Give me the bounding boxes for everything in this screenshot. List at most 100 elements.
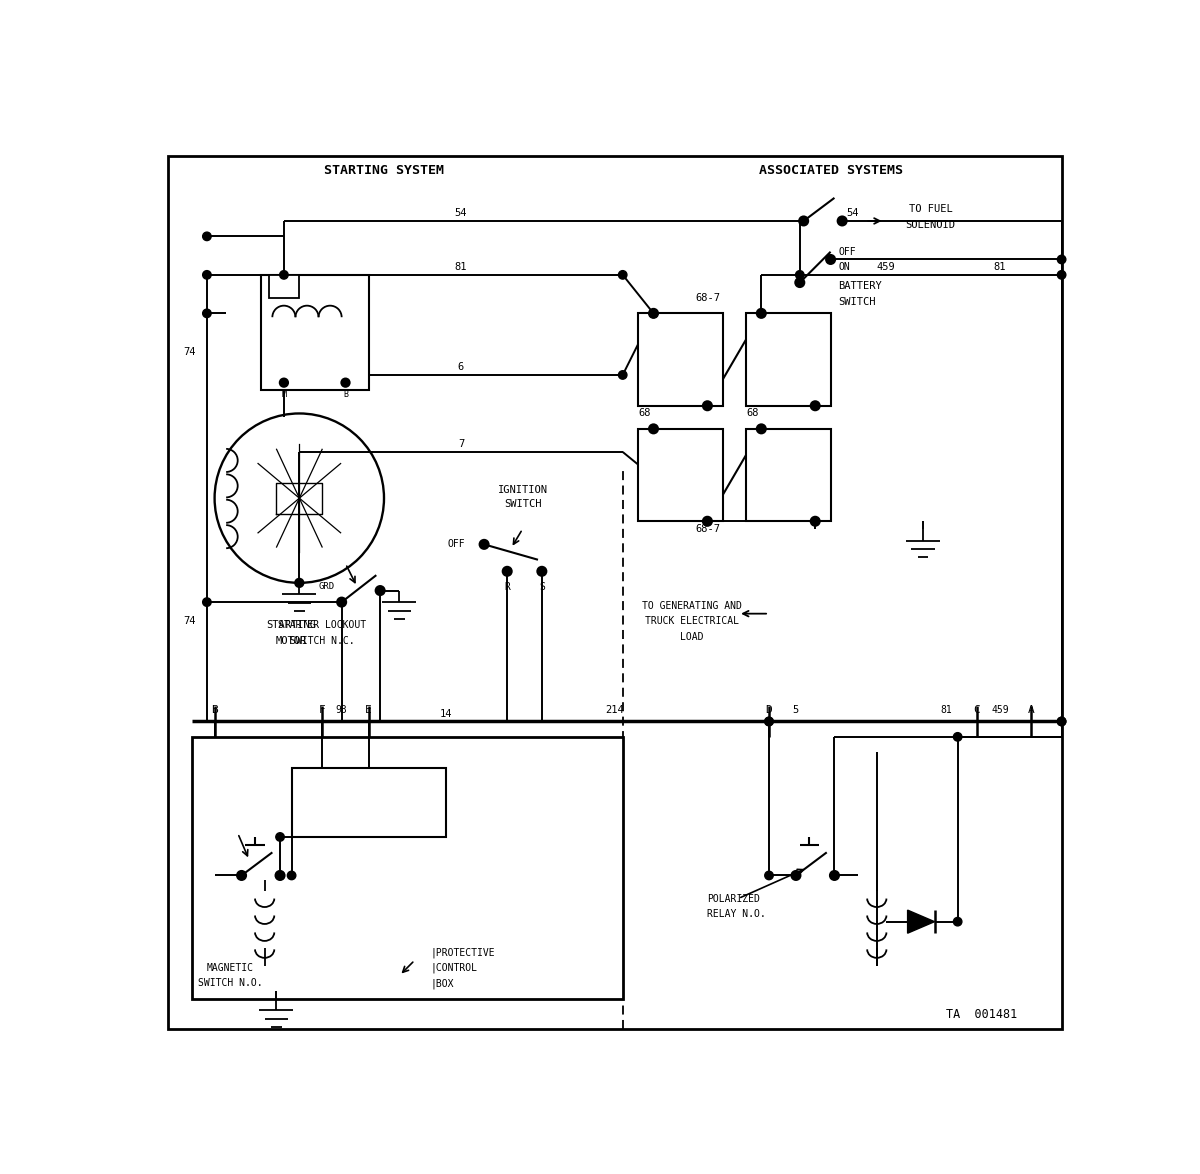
Circle shape — [796, 278, 804, 288]
Text: −: − — [785, 376, 792, 389]
Circle shape — [703, 517, 712, 526]
Text: STARTING SYSTEM: STARTING SYSTEM — [324, 164, 444, 177]
Text: R: R — [504, 581, 510, 592]
Circle shape — [276, 871, 284, 879]
Text: D: D — [766, 704, 773, 715]
Circle shape — [649, 309, 658, 318]
Text: B: B — [343, 390, 348, 399]
Circle shape — [276, 871, 284, 880]
Text: SOLENOID: SOLENOID — [906, 220, 955, 230]
Circle shape — [810, 517, 820, 526]
Circle shape — [954, 733, 962, 741]
Circle shape — [1057, 717, 1066, 726]
Circle shape — [203, 598, 211, 606]
Circle shape — [618, 371, 626, 379]
Circle shape — [203, 309, 211, 318]
Text: 74: 74 — [182, 346, 196, 357]
Text: TRUCK ELECTRICAL: TRUCK ELECTRICAL — [646, 616, 739, 627]
Text: |CONTROL: |CONTROL — [431, 963, 478, 973]
Bar — [269, 275, 299, 298]
Text: A: A — [1027, 704, 1034, 715]
Text: 214: 214 — [606, 704, 624, 715]
Text: −: − — [677, 376, 684, 389]
Circle shape — [538, 567, 546, 576]
Circle shape — [203, 271, 211, 279]
Text: 6: 6 — [458, 363, 464, 372]
Circle shape — [376, 586, 385, 595]
Text: SWITCH N.O.: SWITCH N.O. — [198, 978, 263, 989]
Circle shape — [796, 271, 804, 279]
Text: S: S — [539, 581, 545, 592]
Circle shape — [954, 917, 962, 926]
Text: 54: 54 — [846, 208, 858, 218]
Circle shape — [280, 271, 288, 279]
Text: 81: 81 — [941, 704, 952, 715]
Polygon shape — [907, 910, 935, 933]
Text: STARTER LOCKOUT: STARTER LOCKOUT — [278, 620, 366, 630]
Text: TO GENERATING AND: TO GENERATING AND — [642, 601, 742, 610]
Text: POLARIZED: POLARIZED — [708, 893, 761, 904]
Text: MOTOR: MOTOR — [276, 635, 307, 646]
Text: ASSOCIATED SYSTEMS: ASSOCIATED SYSTEMS — [758, 164, 902, 177]
Bar — [638, 429, 722, 521]
Circle shape — [618, 271, 626, 279]
Circle shape — [757, 309, 766, 318]
Text: IGNITION: IGNITION — [498, 486, 547, 495]
Circle shape — [203, 232, 211, 241]
Bar — [746, 313, 830, 406]
Text: +: + — [785, 330, 792, 343]
Text: M: M — [281, 390, 287, 399]
Circle shape — [1057, 717, 1066, 726]
Text: +: + — [677, 330, 684, 343]
Text: STARTING: STARTING — [266, 620, 317, 630]
Bar — [260, 275, 368, 391]
Circle shape — [1057, 271, 1066, 279]
Text: 93: 93 — [336, 704, 348, 715]
Text: 14: 14 — [439, 709, 452, 718]
Circle shape — [838, 216, 847, 225]
Circle shape — [276, 832, 284, 842]
Text: SWITCH N.C.: SWITCH N.C. — [290, 635, 355, 646]
Circle shape — [764, 717, 773, 726]
Text: B: B — [211, 704, 218, 715]
Text: 81: 81 — [994, 262, 1007, 272]
Circle shape — [649, 424, 658, 433]
Circle shape — [649, 309, 658, 318]
Bar — [638, 313, 722, 406]
Text: ON: ON — [839, 262, 850, 272]
Circle shape — [810, 402, 820, 411]
Circle shape — [757, 424, 766, 433]
Text: OFF: OFF — [839, 247, 856, 257]
Text: CIRCUIT: CIRCUIT — [347, 805, 390, 815]
Text: 7: 7 — [458, 439, 464, 450]
Circle shape — [337, 598, 347, 607]
Text: CONTROL: CONTROL — [347, 790, 390, 799]
Text: −: − — [677, 492, 684, 505]
Text: F: F — [319, 704, 325, 715]
Text: 68-7: 68-7 — [695, 524, 720, 534]
Circle shape — [764, 717, 773, 726]
Text: BATTERY: BATTERY — [839, 282, 882, 291]
Text: 68: 68 — [638, 409, 650, 418]
Text: 5: 5 — [792, 704, 798, 715]
Text: 74: 74 — [182, 616, 196, 627]
Circle shape — [341, 378, 349, 387]
Text: 459: 459 — [877, 262, 895, 272]
Bar — [292, 768, 445, 837]
Circle shape — [295, 579, 304, 587]
Text: +: + — [785, 445, 792, 459]
Circle shape — [826, 255, 835, 264]
Text: GRD: GRD — [318, 582, 335, 592]
Text: RELAY N.O.: RELAY N.O. — [708, 909, 766, 919]
Text: OFF: OFF — [448, 539, 464, 549]
Text: E: E — [365, 704, 372, 715]
Circle shape — [480, 540, 488, 549]
Circle shape — [764, 871, 773, 879]
Circle shape — [1057, 255, 1066, 264]
Circle shape — [791, 871, 800, 880]
Text: −: − — [785, 492, 792, 505]
Circle shape — [236, 871, 246, 880]
Circle shape — [799, 216, 809, 225]
Text: 81: 81 — [455, 262, 467, 272]
Bar — [192, 737, 623, 999]
